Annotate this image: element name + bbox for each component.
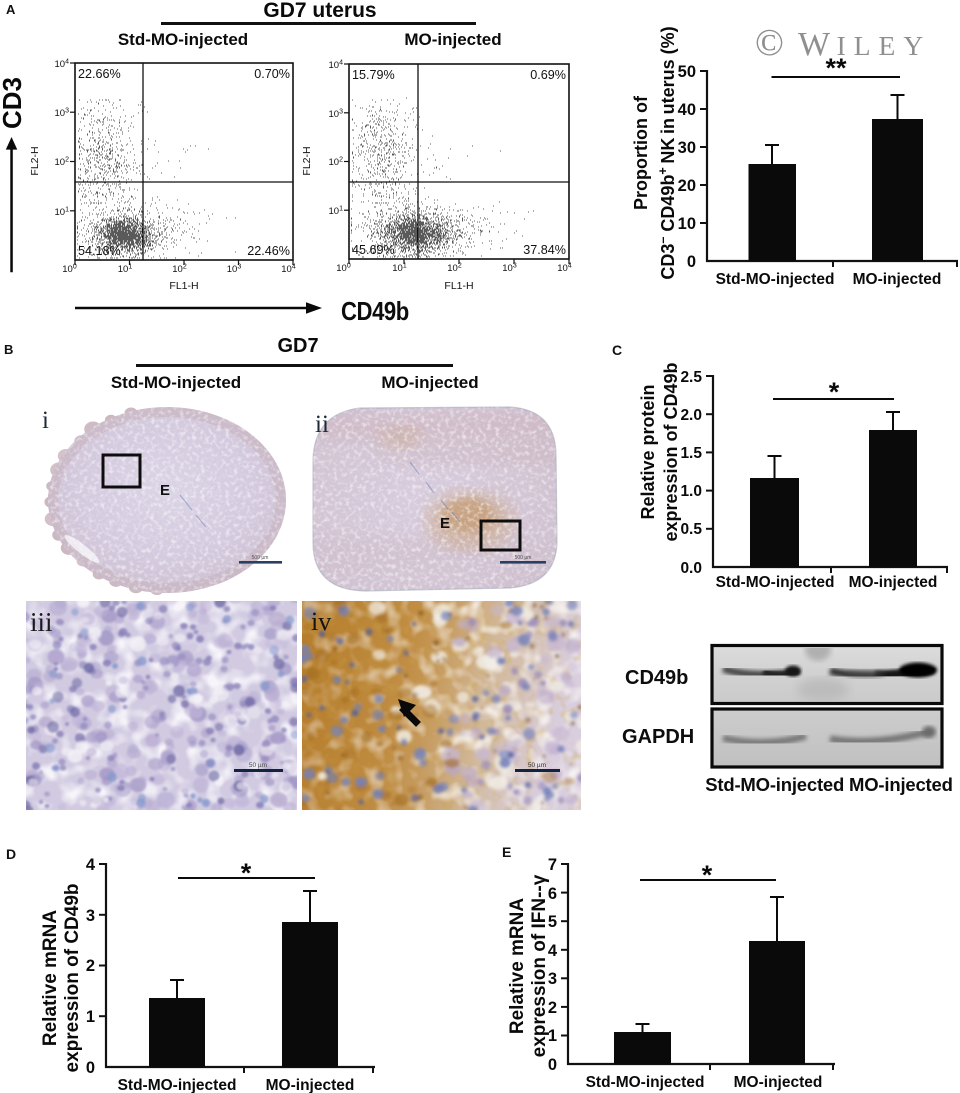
- svg-text:100: 100: [336, 263, 351, 275]
- svg-text:0.70%: 0.70%: [254, 67, 290, 81]
- svg-text:104: 104: [329, 60, 344, 72]
- svg-text:40: 40: [678, 101, 696, 119]
- svg-text:50 µm: 50 µm: [528, 762, 546, 769]
- svg-text:45.69%: 45.69%: [352, 243, 395, 257]
- svg-text:Std-MO-injected: Std-MO-injected: [586, 1074, 705, 1091]
- svg-text:0: 0: [687, 253, 696, 271]
- svg-text:WILEY: WILEY: [798, 26, 931, 63]
- svg-text:500 µm: 500 µm: [515, 555, 532, 561]
- svg-text:102: 102: [329, 157, 344, 169]
- svg-text:Std-MO-injected: Std-MO-injected: [118, 1077, 237, 1093]
- svg-text:104: 104: [55, 59, 70, 71]
- svg-text:Std-MO-injected: Std-MO-injected: [716, 574, 835, 591]
- svg-text:iii: iii: [30, 607, 53, 637]
- svg-text:MO-injected: MO-injected: [734, 1074, 823, 1091]
- svg-text:10: 10: [678, 215, 696, 233]
- svg-text:103: 103: [329, 109, 344, 121]
- svg-text:FL2-H: FL2-H: [30, 146, 41, 175]
- svg-text:3: 3: [86, 907, 95, 925]
- svg-text:30: 30: [678, 139, 696, 157]
- svg-text:FL2-H: FL2-H: [303, 146, 313, 175]
- svg-text:Std-MO-injected: Std-MO-injected: [716, 271, 835, 288]
- svg-text:500 µm: 500 µm: [252, 555, 269, 561]
- svg-text:100: 100: [62, 264, 77, 276]
- svg-text:50 µm: 50 µm: [249, 762, 267, 769]
- svg-text:1: 1: [86, 1008, 95, 1026]
- svg-text:**: **: [825, 53, 847, 83]
- svg-text:37.84%: 37.84%: [523, 243, 566, 257]
- svg-text:*: *: [829, 377, 840, 407]
- svg-text:50: 50: [678, 63, 696, 81]
- svg-text:E: E: [160, 482, 170, 499]
- svg-text:*: *: [702, 860, 713, 890]
- svg-text:0.69%: 0.69%: [530, 68, 566, 82]
- svg-text:101: 101: [55, 207, 70, 219]
- svg-text:22.66%: 22.66%: [78, 67, 121, 81]
- svg-text:3: 3: [548, 970, 557, 988]
- svg-text:E: E: [440, 515, 450, 532]
- svg-text:102: 102: [55, 157, 70, 169]
- svg-text:1.5: 1.5: [680, 445, 702, 462]
- svg-text:101: 101: [392, 263, 407, 275]
- svg-text:20: 20: [678, 177, 696, 195]
- svg-text:2.0: 2.0: [680, 407, 702, 424]
- svg-text:101: 101: [329, 206, 344, 218]
- svg-text:0.0: 0.0: [680, 560, 702, 577]
- svg-text:4: 4: [548, 942, 558, 960]
- svg-text:103: 103: [502, 263, 517, 275]
- svg-text:7: 7: [548, 856, 557, 874]
- svg-text:15.79%: 15.79%: [352, 68, 395, 82]
- svg-text:FL1-H: FL1-H: [169, 280, 198, 292]
- svg-text:FL1-H: FL1-H: [444, 280, 473, 292]
- svg-text:104: 104: [557, 263, 572, 275]
- svg-text:MO-injected: MO-injected: [266, 1077, 355, 1093]
- svg-text:0: 0: [86, 1059, 95, 1077]
- svg-text:104: 104: [281, 264, 296, 276]
- svg-text:*: *: [241, 858, 252, 888]
- svg-text:103: 103: [55, 108, 70, 120]
- svg-text:1.0: 1.0: [680, 483, 702, 500]
- svg-text:22.46%: 22.46%: [247, 244, 290, 258]
- svg-text:2: 2: [548, 999, 557, 1017]
- svg-text:ii: ii: [315, 411, 329, 438]
- svg-text:i: i: [42, 407, 49, 434]
- svg-text:2: 2: [86, 957, 95, 975]
- svg-text:0: 0: [548, 1056, 557, 1074]
- svg-text:5: 5: [548, 913, 557, 931]
- svg-text:0.5: 0.5: [680, 521, 702, 538]
- svg-text:6: 6: [548, 885, 557, 903]
- svg-text:MO-injected: MO-injected: [849, 574, 938, 591]
- svg-text:1: 1: [548, 1027, 557, 1045]
- svg-text:101: 101: [118, 264, 133, 276]
- svg-text:102: 102: [447, 263, 462, 275]
- svg-text:MO-injected: MO-injected: [853, 271, 942, 288]
- svg-text:iv: iv: [311, 607, 331, 636]
- svg-text:102: 102: [172, 264, 187, 276]
- svg-text:2.5: 2.5: [680, 369, 702, 386]
- svg-text:103: 103: [227, 264, 242, 276]
- svg-text:4: 4: [86, 856, 96, 874]
- svg-text:©: ©: [755, 22, 784, 64]
